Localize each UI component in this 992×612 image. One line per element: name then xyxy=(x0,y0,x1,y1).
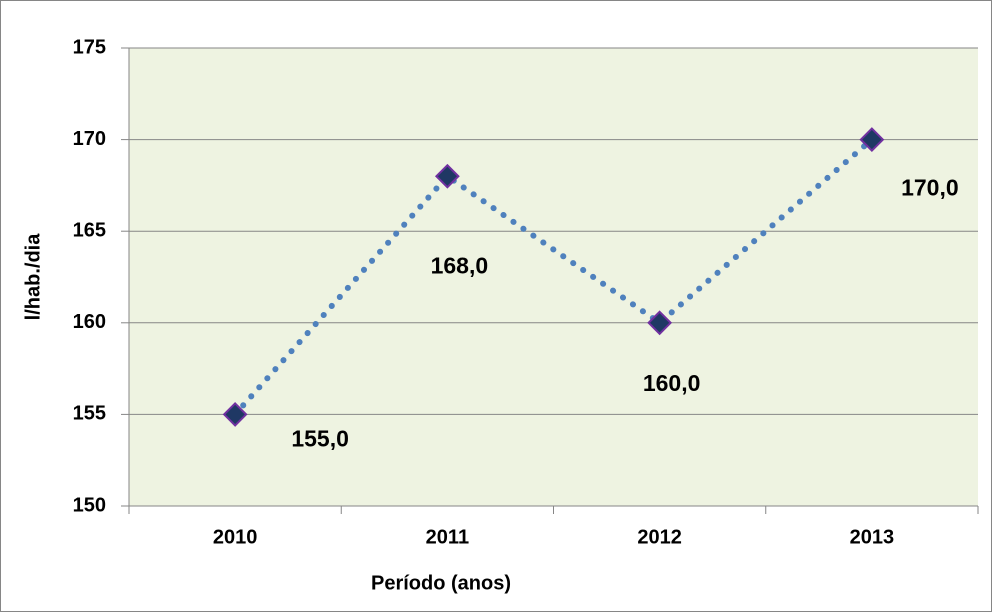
y-tick-label: 160 xyxy=(73,311,106,333)
marker xyxy=(434,163,460,189)
marker xyxy=(859,127,885,153)
y-tick-label: 165 xyxy=(73,219,106,241)
y-tick-label: 155 xyxy=(73,403,106,425)
x-axis-label: Período (anos) xyxy=(371,572,511,594)
marker xyxy=(222,401,248,427)
x-tick-label: 2013 xyxy=(850,526,895,548)
y-tick-label: 175 xyxy=(73,36,106,58)
y-tick-label: 170 xyxy=(73,128,106,150)
y-tick-label: 150 xyxy=(73,494,106,516)
data-label: 168,0 xyxy=(431,252,489,278)
data-label: 155,0 xyxy=(291,425,349,451)
x-tick-label: 2012 xyxy=(637,526,682,548)
data-label: 170,0 xyxy=(901,175,959,201)
y-axis-label: l/hab./dia xyxy=(22,233,44,321)
marker xyxy=(647,310,673,336)
x-tick-label: 2010 xyxy=(213,526,258,548)
x-tick-label: 2011 xyxy=(426,526,469,548)
data-label: 160,0 xyxy=(643,370,701,396)
plot-area xyxy=(129,48,978,506)
line xyxy=(232,136,875,418)
